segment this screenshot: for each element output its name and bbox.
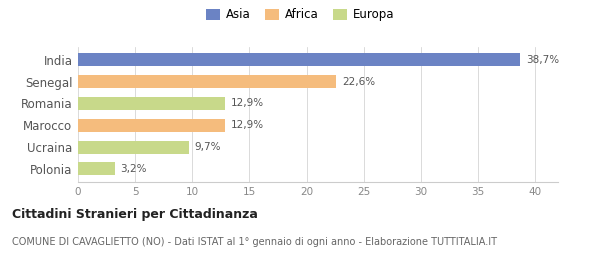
Text: 12,9%: 12,9% [231, 99, 264, 108]
Bar [78, 53, 520, 66]
Bar [78, 119, 226, 132]
Text: Cittadini Stranieri per Cittadinanza: Cittadini Stranieri per Cittadinanza [12, 208, 258, 221]
Bar [78, 97, 226, 110]
Bar [78, 75, 336, 88]
Text: 3,2%: 3,2% [120, 164, 147, 174]
Text: 12,9%: 12,9% [231, 120, 264, 130]
Text: 22,6%: 22,6% [342, 77, 375, 87]
Bar [78, 141, 189, 154]
Legend: Asia, Africa, Europa: Asia, Africa, Europa [203, 6, 397, 24]
Bar [78, 162, 115, 176]
Text: 9,7%: 9,7% [194, 142, 221, 152]
Text: COMUNE DI CAVAGLIETTO (NO) - Dati ISTAT al 1° gennaio di ogni anno - Elaborazion: COMUNE DI CAVAGLIETTO (NO) - Dati ISTAT … [12, 237, 497, 246]
Text: 38,7%: 38,7% [526, 55, 559, 65]
